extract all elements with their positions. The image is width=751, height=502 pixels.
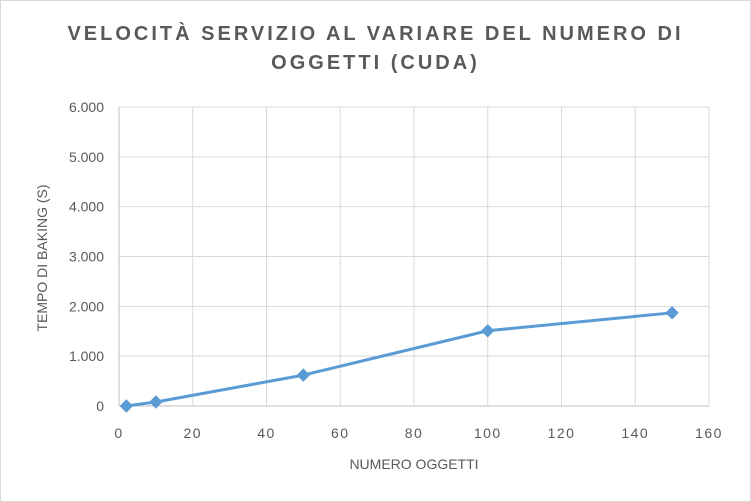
x-tick-label: 120 bbox=[548, 425, 576, 441]
x-tick-label: 80 bbox=[405, 425, 424, 441]
x-tick-label: 140 bbox=[621, 425, 649, 441]
series bbox=[119, 306, 679, 413]
x-tick-label: 0 bbox=[114, 425, 123, 441]
axes bbox=[118, 107, 709, 407]
grid-lines bbox=[119, 106, 710, 406]
x-axis-label: NUMERO OGGETTI bbox=[349, 456, 478, 472]
x-tick-label: 100 bbox=[474, 425, 502, 441]
x-tick-label: 60 bbox=[331, 425, 350, 441]
y-tick-labels: 0 1.000 2.000 3.000 4.000 5.000 6.000 bbox=[69, 99, 104, 414]
data-point-marker bbox=[149, 395, 163, 409]
x-tick-label: 40 bbox=[257, 425, 276, 441]
y-tick-label: 6.000 bbox=[69, 99, 104, 115]
data-point-marker bbox=[481, 324, 495, 338]
y-tick-label: 3.000 bbox=[69, 249, 104, 265]
series-line bbox=[124, 311, 674, 408]
y-tick-label: 2.000 bbox=[69, 298, 104, 314]
data-point-marker bbox=[665, 306, 679, 320]
y-tick-label: 0 bbox=[96, 398, 104, 414]
y-tick-label: 4.000 bbox=[69, 199, 104, 215]
chart-title-line-1: VELOCITÀ SERVIZIO AL VARIARE DEL NUMERO … bbox=[67, 23, 684, 45]
chart-title-line-2: OGGETTI (CUDA) bbox=[271, 52, 480, 74]
y-tick-label: 1.000 bbox=[69, 348, 104, 364]
x-tick-label: 20 bbox=[183, 425, 202, 441]
y-axis-label: TEMPO DI BAKING (S) bbox=[34, 184, 50, 331]
data-point-marker bbox=[119, 399, 134, 413]
chart-title: VELOCITÀ SERVIZIO AL VARIARE DEL NUMERO … bbox=[0, 20, 751, 78]
y-tick-label: 5.000 bbox=[69, 149, 104, 165]
x-tick-label: 160 bbox=[695, 425, 723, 441]
x-tick-labels: 0 20 40 60 80 100 120 140 160 bbox=[114, 425, 723, 441]
data-point-marker bbox=[296, 368, 311, 382]
